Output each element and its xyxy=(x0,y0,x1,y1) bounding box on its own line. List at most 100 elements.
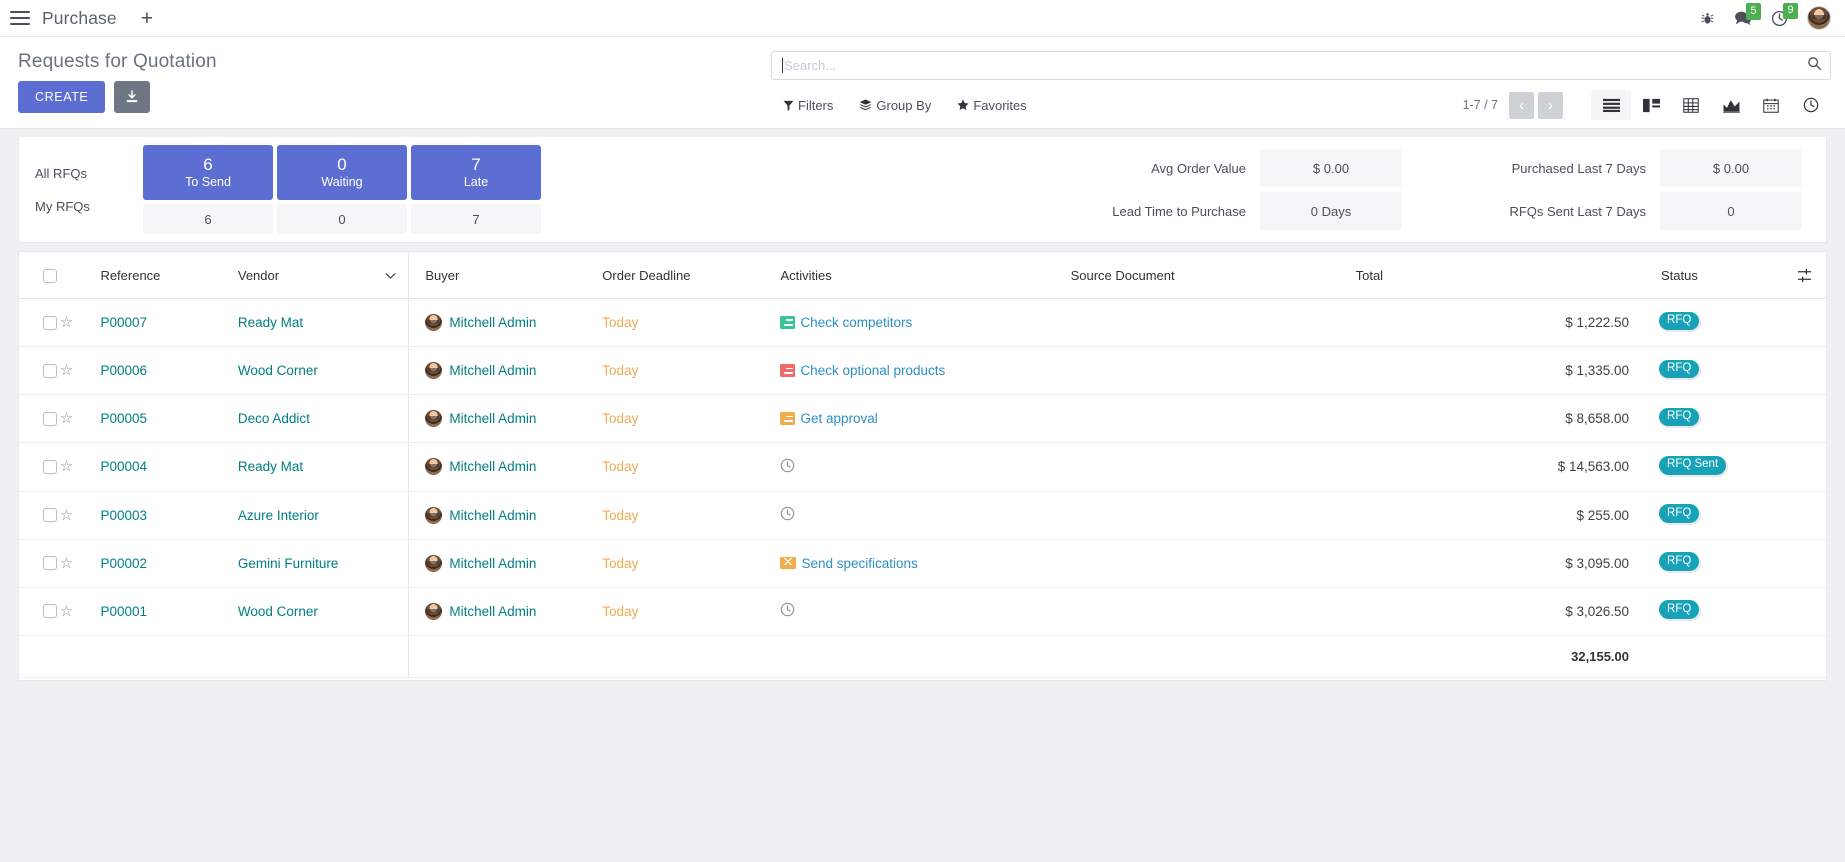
cell-total[interactable]: $ 8,658.00 xyxy=(1355,394,1662,444)
table-row[interactable]: ☆ P00001 Wood Corner Mitchell Admin Today $ 3… xyxy=(19,587,1826,636)
settings-sliders-icon[interactable] xyxy=(1783,268,1826,283)
cell-activities[interactable] xyxy=(780,442,1071,492)
cell-activities[interactable]: Check optional products xyxy=(780,346,1071,396)
cell-buyer[interactable]: Mitchell Admin xyxy=(408,298,603,348)
vendor-link[interactable]: Ready Mat xyxy=(237,315,304,331)
cell-order-deadline[interactable]: Today xyxy=(602,539,781,588)
plus-icon[interactable]: + xyxy=(140,6,153,30)
cell-vendor[interactable]: Deco Addict xyxy=(237,394,410,444)
cell-buyer[interactable]: Mitchell Admin xyxy=(408,346,603,396)
cell-activities[interactable]: Send specifications xyxy=(780,539,1071,588)
row-checkbox[interactable] xyxy=(43,604,57,619)
column-header-buyer[interactable]: Buyer xyxy=(408,252,603,299)
cell-source-document[interactable] xyxy=(1070,298,1356,348)
table-row[interactable]: ☆ P00005 Deco Addict Mitchell Admin Today Get… xyxy=(19,394,1826,444)
cell-order-deadline[interactable]: Today xyxy=(602,587,781,636)
buyer-name[interactable]: Mitchell Admin xyxy=(449,507,537,523)
cell-activities[interactable] xyxy=(780,491,1071,540)
cell-status[interactable]: RFQ xyxy=(1659,298,1784,348)
vendor-link[interactable]: Wood Corner xyxy=(237,603,318,619)
pager-next-button[interactable]: › xyxy=(1538,91,1563,119)
task-icon[interactable] xyxy=(780,412,796,426)
star-icon[interactable]: ☆ xyxy=(59,602,74,620)
pivot-view-button[interactable] xyxy=(1671,90,1711,120)
buyer-name[interactable]: Mitchell Admin xyxy=(449,411,537,427)
cell-buyer[interactable]: Mitchell Admin xyxy=(408,491,603,540)
graph-view-button[interactable] xyxy=(1711,90,1751,120)
filters-menu[interactable]: Filters xyxy=(783,98,833,113)
activity-label[interactable]: Send specifications xyxy=(801,555,918,571)
table-row[interactable]: ☆ P00006 Wood Corner Mitchell Admin Today Che… xyxy=(19,346,1826,396)
clock-icon[interactable] xyxy=(780,602,795,620)
messages-icon[interactable]: 5 xyxy=(1734,3,1762,26)
reference-link[interactable]: P00005 xyxy=(100,411,147,427)
vendor-link[interactable]: Gemini Furniture xyxy=(237,555,339,571)
calendar-view-button[interactable] xyxy=(1751,90,1791,120)
column-header-activities[interactable]: Activities xyxy=(780,252,1071,299)
cell-status[interactable]: RFQ Sent xyxy=(1659,442,1784,492)
cell-order-deadline[interactable]: Today xyxy=(602,298,781,348)
cell-activities[interactable]: Get approval xyxy=(780,394,1071,444)
table-row[interactable]: ☆ P00003 Azure Interior Mitchell Admin Today… xyxy=(19,491,1826,540)
cell-source-document[interactable] xyxy=(1070,442,1356,492)
buyer-name[interactable]: Mitchell Admin xyxy=(449,315,537,331)
activity-label[interactable]: Get approval xyxy=(800,411,878,427)
cell-total[interactable]: $ 1,222.50 xyxy=(1355,298,1662,348)
cell-order-deadline[interactable]: Today xyxy=(602,346,781,396)
cell-reference[interactable]: P00005 xyxy=(100,394,238,444)
list-view-button[interactable] xyxy=(1591,90,1631,120)
search-icon[interactable] xyxy=(1807,56,1822,76)
star-icon[interactable]: ☆ xyxy=(59,506,74,524)
cell-source-document[interactable] xyxy=(1070,539,1356,588)
tile-my-late[interactable]: 7 xyxy=(411,204,541,234)
clock-icon[interactable] xyxy=(780,506,795,524)
vendor-link[interactable]: Ready Mat xyxy=(237,459,304,475)
table-row[interactable]: ☆ P00007 Ready Mat Mitchell Admin Today Check… xyxy=(19,298,1826,348)
reference-link[interactable]: P00004 xyxy=(100,459,147,475)
star-icon[interactable]: ☆ xyxy=(59,314,74,332)
chevron-down-icon[interactable] xyxy=(385,268,396,283)
activity-label[interactable]: Check optional products xyxy=(800,363,946,379)
kanban-view-button[interactable] xyxy=(1631,90,1671,120)
buyer-name[interactable]: Mitchell Admin xyxy=(449,363,537,379)
cell-source-document[interactable] xyxy=(1070,346,1356,396)
cell-vendor[interactable]: Wood Corner xyxy=(237,346,410,396)
cell-reference[interactable]: P00006 xyxy=(100,346,238,396)
cell-source-document[interactable] xyxy=(1070,394,1356,444)
cell-reference[interactable]: P00004 xyxy=(100,442,238,492)
row-checkbox[interactable] xyxy=(43,363,57,378)
cell-vendor[interactable]: Azure Interior xyxy=(237,491,410,540)
cell-status[interactable]: RFQ xyxy=(1659,539,1784,588)
cell-vendor[interactable]: Wood Corner xyxy=(237,587,410,636)
cell-status[interactable]: RFQ xyxy=(1659,346,1784,396)
vendor-link[interactable]: Deco Addict xyxy=(237,411,310,427)
app-title[interactable]: Purchase xyxy=(42,7,117,28)
star-icon[interactable]: ☆ xyxy=(59,554,74,572)
bug-icon[interactable] xyxy=(1700,11,1715,26)
cell-source-document[interactable] xyxy=(1070,587,1356,636)
tile-all-to-send[interactable]: 6 To Send xyxy=(143,145,273,200)
activity-label[interactable]: Check competitors xyxy=(800,315,913,331)
create-button[interactable]: CREATE xyxy=(18,81,106,113)
reference-link[interactable]: P00006 xyxy=(100,363,147,379)
cell-order-deadline[interactable]: Today xyxy=(602,394,781,444)
cell-vendor[interactable]: Gemini Furniture xyxy=(237,539,410,588)
column-header-source-document[interactable]: Source Document xyxy=(1070,252,1356,299)
avatar[interactable] xyxy=(1807,6,1831,30)
buyer-name[interactable]: Mitchell Admin xyxy=(449,603,537,619)
search-input[interactable]: Search... xyxy=(771,51,1831,80)
star-icon[interactable]: ☆ xyxy=(59,410,74,428)
row-checkbox[interactable] xyxy=(43,411,57,426)
activity-view-button[interactable] xyxy=(1791,90,1831,120)
cell-buyer[interactable]: Mitchell Admin xyxy=(408,539,603,588)
buyer-name[interactable]: Mitchell Admin xyxy=(449,555,537,571)
vendor-link[interactable]: Azure Interior xyxy=(237,507,319,523)
hamburger-icon[interactable] xyxy=(10,10,30,26)
cell-activities[interactable] xyxy=(780,587,1071,636)
cell-status[interactable]: RFQ xyxy=(1659,587,1784,636)
column-header-status[interactable]: Status xyxy=(1661,252,1784,299)
cell-buyer[interactable]: Mitchell Admin xyxy=(408,394,603,444)
pager-previous-button[interactable]: ‹ xyxy=(1509,91,1534,119)
star-icon[interactable]: ☆ xyxy=(59,458,74,476)
tile-my-to-send[interactable]: 6 xyxy=(143,204,273,234)
